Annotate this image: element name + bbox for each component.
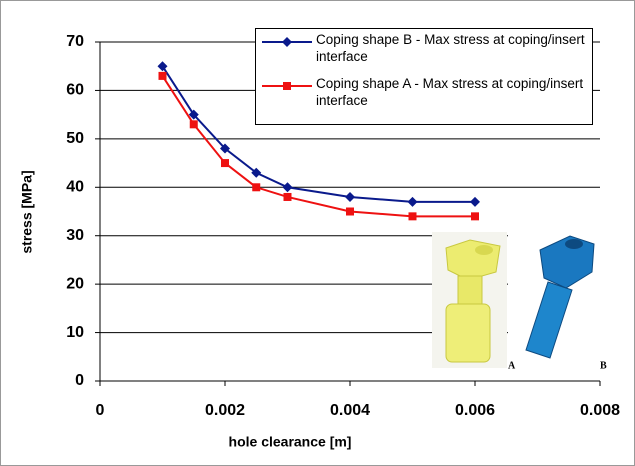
marker — [346, 208, 354, 216]
marker — [409, 212, 417, 220]
marker — [471, 212, 479, 220]
x-tick-label: 0.002 — [205, 402, 245, 419]
legend-entry: Coping shape A - Max stress at coping/in… — [316, 75, 588, 115]
y-tick-label: 20 — [66, 275, 84, 292]
x-tick-label: 0.008 — [580, 402, 620, 419]
shape-a-hole — [475, 245, 493, 255]
legend-marker — [283, 82, 291, 90]
shape-a-body — [446, 304, 490, 362]
inset-label: A — [508, 360, 516, 371]
y-tick-label: 40 — [66, 179, 84, 196]
inset-image: A B — [432, 232, 615, 371]
inset-label: B — [600, 360, 607, 371]
y-axis-title: stress [MPa] — [19, 170, 35, 253]
legend-label: Coping shape A - Max stress at coping/in… — [316, 75, 588, 109]
y-tick-label: 0 — [75, 372, 84, 389]
y-tick-label: 60 — [66, 82, 84, 99]
chart: A B hole clearance [m] stress [MPa] 0 10 2… — [0, 0, 635, 466]
legend-entry: Coping shape B - Max stress at coping/in… — [316, 31, 588, 71]
marker — [159, 72, 167, 80]
y-tick-label: 30 — [66, 227, 84, 244]
marker — [221, 159, 229, 167]
shape-a-neck — [458, 276, 482, 306]
shape-b-hole — [565, 239, 583, 249]
legend: Coping shape B - Max stress at coping/in… — [256, 29, 593, 125]
marker — [284, 193, 292, 201]
x-tick-label: 0 — [96, 402, 105, 419]
y-tick-label: 70 — [66, 33, 84, 50]
legend-label: Coping shape B - Max stress at coping/in… — [316, 31, 588, 65]
x-tick-label: 0.004 — [330, 402, 370, 419]
marker — [252, 183, 260, 191]
y-tick-label: 50 — [66, 130, 84, 147]
marker — [190, 120, 198, 128]
y-tick-label: 10 — [66, 324, 84, 341]
x-tick-label: 0.006 — [455, 402, 495, 419]
x-axis-title: hole clearance [m] — [229, 434, 352, 450]
